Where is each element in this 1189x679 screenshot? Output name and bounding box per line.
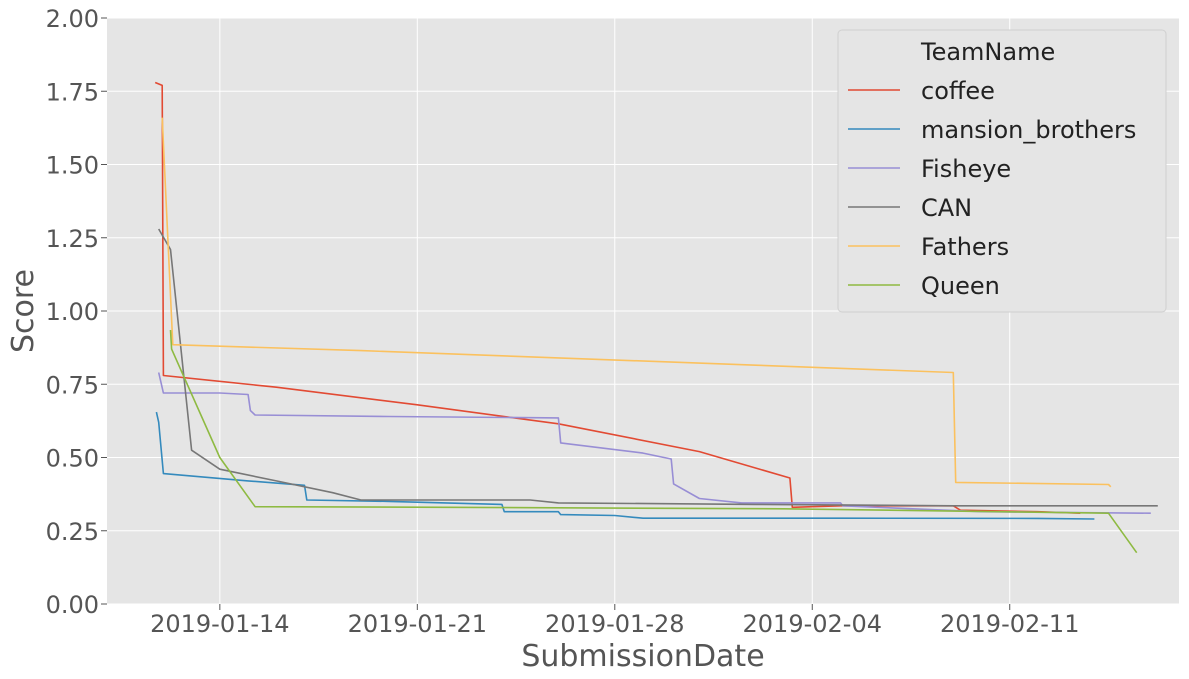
- x-axis-ticks: 2019-01-14 2019-01-21 2019-01-28 2019-02-04…: [150, 604, 1079, 638]
- y-tick-label: 1.00: [46, 298, 99, 326]
- legend-item: Fathers: [848, 233, 1009, 261]
- y-tick-label: 0.25: [46, 518, 99, 546]
- x-tick-label: 2019-01-21: [348, 610, 487, 638]
- legend-item: Queen: [848, 272, 1000, 300]
- x-tick-label: 2019-02-04: [743, 610, 882, 638]
- x-axis-title: SubmissionDate: [521, 639, 764, 674]
- legend-label: mansion_brothers: [921, 116, 1136, 144]
- y-axis-title: Score: [6, 269, 41, 353]
- y-axis-ticks: 0.00 0.25 0.50 0.75 1.00 1.25 1.50 1.75 2.00: [46, 5, 107, 619]
- y-tick-label: 0.75: [46, 371, 99, 399]
- legend-label: CAN: [921, 194, 972, 222]
- legend-items: coffee mansion_brothers Fisheye CAN Fathers Q…: [848, 77, 1136, 300]
- legend-label: Fathers: [921, 233, 1009, 261]
- y-tick-label: 0.50: [46, 445, 99, 473]
- series-lines: [154, 81, 1158, 554]
- y-tick-label: 0.00: [46, 591, 99, 619]
- y-tick-label: 2.00: [46, 5, 99, 33]
- series-line-fisheye: [157, 372, 1151, 514]
- series-line-coffee: [154, 81, 1081, 514]
- y-tick-label: 1.50: [46, 152, 99, 180]
- legend-item: Fisheye: [848, 155, 1011, 183]
- legend-title: TeamName: [920, 38, 1055, 66]
- legend-label: Fisheye: [921, 155, 1011, 183]
- legend: TeamName coffee mansion_brothers Fisheye CA…: [837, 29, 1167, 313]
- legend-label: Queen: [921, 272, 1000, 300]
- series-line-fathers: [161, 117, 1112, 488]
- series-line-queen: [169, 329, 1138, 554]
- legend-label: coffee: [921, 77, 995, 105]
- legend-item: mansion_brothers: [848, 116, 1136, 144]
- y-tick-label: 1.25: [46, 225, 99, 253]
- legend-item: coffee: [848, 77, 995, 105]
- grid: [107, 17, 1179, 605]
- legend-box: [837, 29, 1167, 313]
- x-tick-label: 2019-01-14: [150, 610, 289, 638]
- y-tick-label: 1.75: [46, 78, 99, 106]
- x-tick-label: 2019-02-11: [940, 610, 1079, 638]
- legend-item: CAN: [848, 194, 972, 222]
- x-tick-label: 2019-01-28: [545, 610, 684, 638]
- series-line-can: [158, 228, 1158, 507]
